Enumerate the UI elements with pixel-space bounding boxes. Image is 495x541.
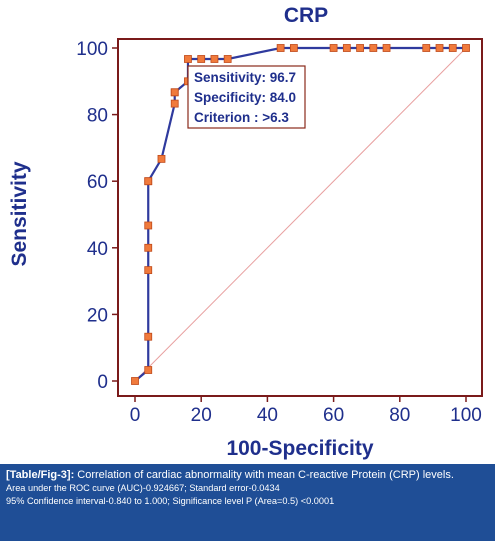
roc-point [223,55,232,63]
tooltip-line: Criterion : >6.3 [194,110,289,125]
figure-caption: [Table/Fig-3]: Correlation of cardiac ab… [0,464,495,541]
caption-auc-line: Area under the ROC curve (AUC)-0.924667;… [6,483,280,493]
y-tick-label: 100 [76,39,108,60]
roc-point [144,177,153,186]
tooltip-box [187,65,306,129]
plot-area [131,44,470,385]
x-axis-label: 100-Specificity [226,437,373,460]
roc-point [369,44,378,52]
tooltip-line: Specificity: 84.0 [194,90,296,105]
roc-point [144,221,153,230]
roc-point [276,44,285,52]
plot-frame [117,38,483,397]
roc-point [435,44,444,52]
caption-label: [Table/Fig-3]: [6,469,75,481]
y-axis-label: Sensitivity [8,161,31,266]
x-tick-label: 0 [130,405,141,426]
roc-point [157,154,166,163]
roc-point [462,44,470,52]
roc-point [210,55,219,63]
x-tick-label: 60 [323,405,344,426]
roc-point [170,99,179,108]
y-tick-label: 80 [87,106,108,127]
tooltip-line: Sensitivity: 96.7 [194,70,296,85]
roc-point [131,377,139,385]
roc-point [422,44,431,52]
x-tick-label: 100 [450,405,482,426]
x-tick-label: 80 [389,405,410,426]
y-tick-label: 20 [87,305,108,326]
y-tick-label: 0 [97,372,108,393]
caption-text: Correlation of cardiac abnormality with … [74,469,454,481]
reference-diagonal [134,47,467,382]
roc-point [197,55,206,63]
x-tick-label: 20 [191,405,212,426]
x-tick-label: 40 [257,405,278,426]
chart-title: CRP [284,4,328,27]
y-tick-label: 60 [87,172,108,193]
y-axis: 0 20 40 60 80 100 [76,39,118,393]
roc-point [144,266,153,275]
roc-point [448,44,457,52]
roc-point [170,88,179,97]
roc-point [289,44,298,52]
roc-point [329,44,338,52]
roc-point [144,332,153,341]
caption-title: [Table/Fig-3]: Correlation of cardiac ab… [6,468,489,482]
y-tick-label: 40 [87,239,108,260]
roc-point [382,44,391,52]
caption-ci-line: 95% Confidence interval-0.840 to 1.000; … [6,496,335,506]
roc-chart: CRP Sensitivity 100-Specificity 0 20 40 60 8… [8,4,483,460]
roc-point [144,243,153,252]
roc-point [144,366,153,374]
x-axis: 0 20 40 60 80 100 [130,396,482,426]
roc-point [356,44,364,52]
criterion-tooltip: Sensitivity: 96.7 Specificity: 84.0 Criter… [187,65,306,129]
roc-point [342,44,351,52]
roc-point [184,55,192,63]
